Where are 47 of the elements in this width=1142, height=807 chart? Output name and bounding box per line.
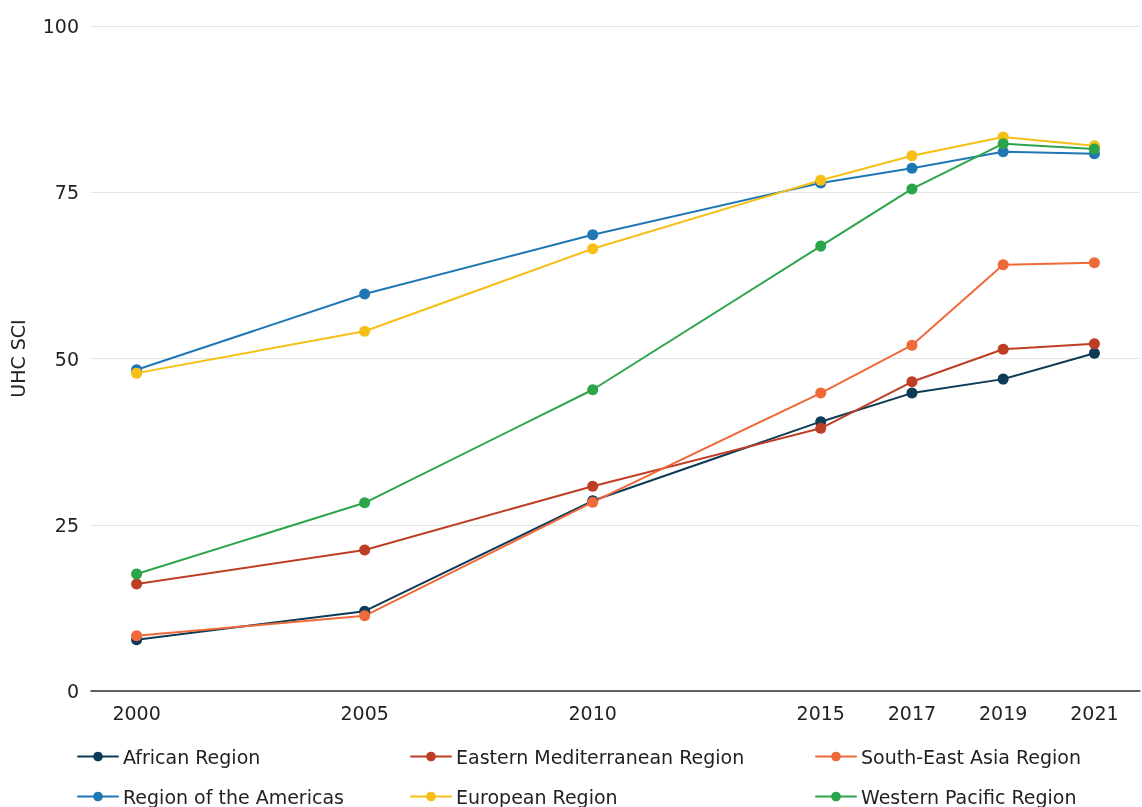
point [815, 240, 827, 252]
legend-label: Western Pacific Region [861, 785, 1077, 807]
point [587, 384, 599, 396]
y-tick-label: 100 [42, 15, 79, 37]
point [997, 343, 1009, 355]
x-tick-label: 2021 [1070, 701, 1119, 724]
point [997, 373, 1009, 385]
point [1088, 347, 1100, 359]
point [359, 610, 371, 622]
y-tick-label: 75 [54, 181, 79, 204]
point [997, 138, 1009, 150]
point [906, 387, 918, 399]
point [587, 480, 599, 492]
point [131, 578, 143, 590]
x-tick-label: 2000 [112, 701, 161, 724]
point [906, 183, 918, 195]
y-tick-label: 25 [54, 513, 79, 536]
point [587, 243, 599, 255]
point [359, 288, 371, 300]
x-tick-label: 2017 [887, 701, 937, 724]
point [906, 162, 918, 174]
point [906, 150, 918, 162]
point [815, 387, 827, 399]
legend-label: Region of the Americas [123, 785, 344, 807]
x-tick-label: 2005 [340, 701, 389, 724]
y-axis-title: UHC SCI [6, 319, 29, 398]
point [997, 259, 1009, 271]
legend-label: Eastern Mediterranean Region [456, 745, 745, 768]
point [906, 376, 918, 388]
legend-label: African Region [123, 745, 261, 768]
point [587, 229, 599, 241]
point [906, 339, 918, 351]
legend-label: European Region [456, 785, 618, 807]
point [1088, 338, 1100, 350]
point [359, 325, 371, 337]
y-tick-label: 0 [66, 680, 79, 702]
point [131, 630, 143, 642]
y-tick-label: 50 [54, 347, 79, 370]
point [815, 422, 827, 434]
point [359, 497, 371, 509]
point [1088, 257, 1100, 269]
point [131, 568, 143, 580]
x-tick-label: 2019 [978, 701, 1028, 724]
legend-label: South-East Asia Region [861, 745, 1082, 768]
x-tick-label: 2010 [568, 701, 617, 724]
point [359, 544, 371, 556]
x-tick-label: 2015 [796, 701, 845, 724]
